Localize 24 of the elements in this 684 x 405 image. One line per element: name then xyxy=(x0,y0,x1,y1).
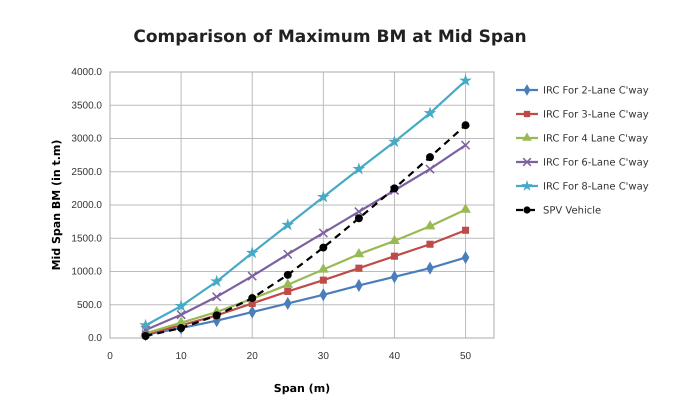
legend-label: IRC For 4 Lane C'way xyxy=(543,134,648,144)
x-tick-label: 50 xyxy=(460,351,472,362)
y-tick-label: 3500.0 xyxy=(71,100,102,112)
x-tick-label: 0 xyxy=(107,351,114,362)
chart-title: Comparison of Maximum BM at Mid Span xyxy=(133,27,527,47)
x-tick-label: 40 xyxy=(388,351,400,362)
y-tick-label: 0.0 xyxy=(88,333,102,344)
y-tick-label: 500.0 xyxy=(76,300,102,311)
y-tick-label: 2500.0 xyxy=(71,166,102,178)
legend-label: IRC For 2-Lane C'way xyxy=(543,86,649,96)
y-tick-label: 2000.0 xyxy=(71,200,102,212)
legend-label: IRC For 6-Lane C'way xyxy=(543,158,649,168)
x-axis-title: Span (m) xyxy=(274,382,330,395)
y-axis-title: Mid Span BM (in t.m) xyxy=(50,140,63,270)
legend-label: IRC For 8-Lane C'way xyxy=(543,182,649,192)
y-tick-label: 1500.0 xyxy=(71,233,102,244)
x-tick-label: 10 xyxy=(176,351,188,362)
legend-label: IRC For 3-Lane C'way xyxy=(543,110,649,120)
y-tick-label: 1000.0 xyxy=(71,266,102,278)
legend-label: SPV Vehicle xyxy=(543,206,602,216)
y-tick-label: 3000.0 xyxy=(71,134,102,145)
x-tick-label: 20 xyxy=(246,351,258,362)
x-tick-label: 30 xyxy=(318,351,330,362)
y-tick-label: 4000.0 xyxy=(71,67,102,78)
